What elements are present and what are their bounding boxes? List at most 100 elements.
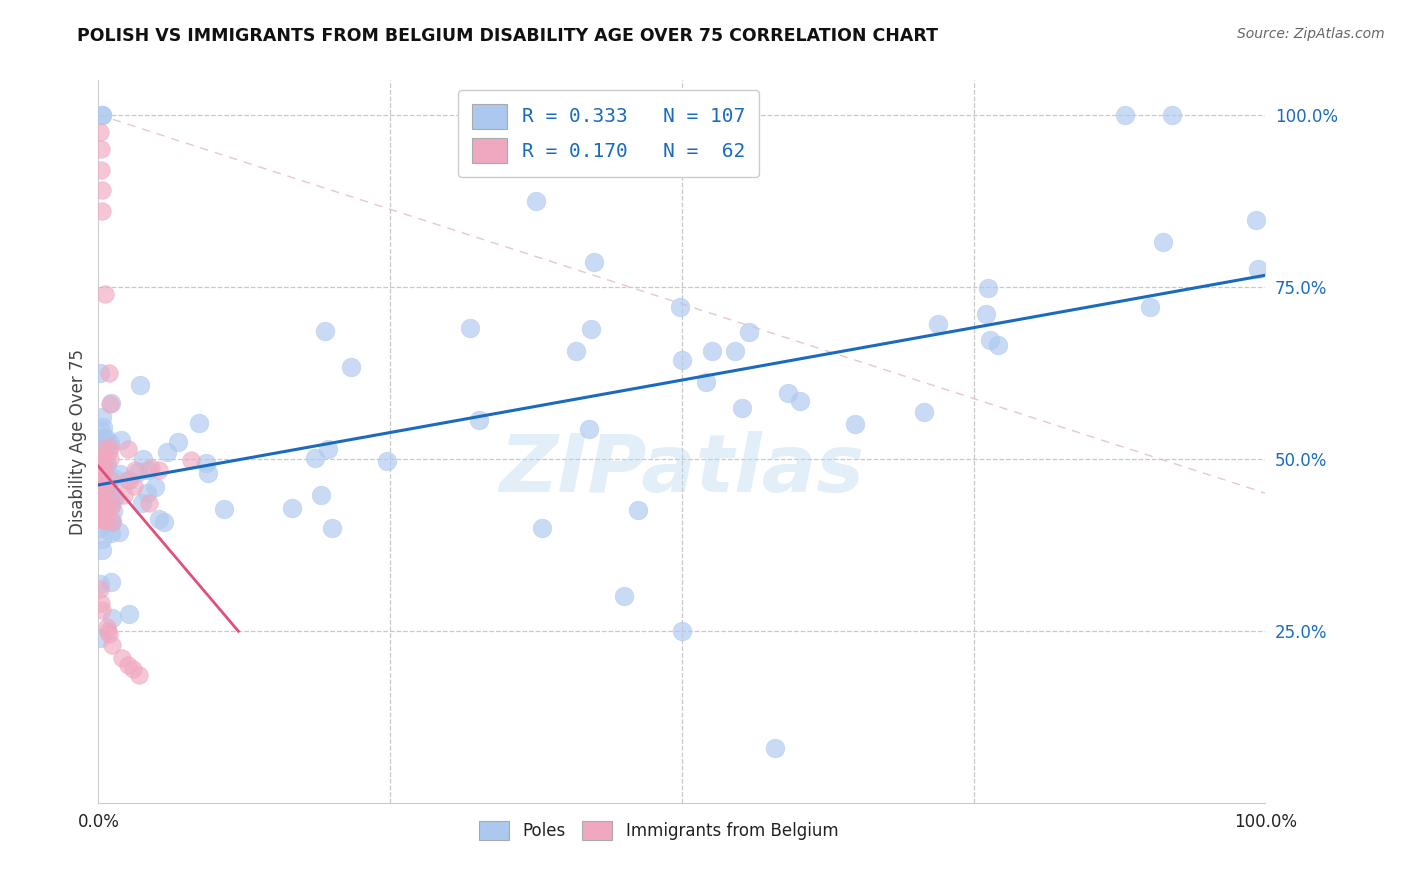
Point <box>1152 235 1174 249</box>
Point <box>91 505 114 519</box>
Point <box>458 321 481 335</box>
Point <box>141 460 163 475</box>
Point <box>778 386 800 401</box>
Point <box>89 484 111 499</box>
Point <box>110 433 132 447</box>
Point <box>97 627 120 641</box>
Point <box>135 485 157 500</box>
Point <box>731 401 754 415</box>
Point <box>98 435 121 450</box>
Point <box>96 458 118 473</box>
Point <box>97 443 120 458</box>
Point <box>671 353 693 368</box>
Point <box>789 393 811 408</box>
Text: ZIPatlas: ZIPatlas <box>499 432 865 509</box>
Point <box>100 575 122 590</box>
Point <box>91 506 114 520</box>
Point <box>94 431 117 445</box>
Point <box>131 496 153 510</box>
Point <box>89 497 111 511</box>
Point <box>90 494 112 508</box>
Point <box>844 417 866 431</box>
Point <box>309 488 332 502</box>
Point <box>987 338 1010 352</box>
Point <box>111 651 134 665</box>
Point <box>98 397 121 411</box>
Point <box>96 620 118 634</box>
Point <box>1247 262 1270 277</box>
Point <box>100 500 122 514</box>
Point <box>927 317 949 331</box>
Point <box>581 322 603 336</box>
Point <box>90 496 112 510</box>
Point <box>100 395 122 409</box>
Point <box>103 504 125 518</box>
Point <box>89 582 111 597</box>
Point <box>93 499 115 513</box>
Point <box>127 465 149 479</box>
Point <box>90 505 112 519</box>
Point <box>304 450 326 465</box>
Point <box>101 491 124 505</box>
Point <box>118 607 141 622</box>
Point <box>695 375 717 389</box>
Point <box>91 512 114 526</box>
Point <box>94 462 117 476</box>
Point <box>91 532 114 546</box>
Point <box>738 325 761 339</box>
Point <box>671 624 693 638</box>
Point <box>979 333 1001 347</box>
Point <box>89 496 111 510</box>
Point <box>148 463 170 477</box>
Point <box>89 496 111 510</box>
Point <box>524 194 547 208</box>
Point <box>128 668 150 682</box>
Point <box>117 442 139 456</box>
Point <box>316 442 339 456</box>
Point <box>89 577 111 591</box>
Text: POLISH VS IMMIGRANTS FROM BELGIUM DISABILITY AGE OVER 75 CORRELATION CHART: POLISH VS IMMIGRANTS FROM BELGIUM DISABI… <box>77 27 938 45</box>
Point <box>96 457 118 471</box>
Point <box>90 142 112 156</box>
Point <box>613 590 636 604</box>
Point <box>89 506 111 520</box>
Point <box>194 456 217 470</box>
Point <box>91 513 114 527</box>
Point <box>117 473 139 487</box>
Point <box>90 459 112 474</box>
Point <box>281 500 304 515</box>
Point <box>117 473 139 487</box>
Point <box>143 480 166 494</box>
Point <box>314 324 336 338</box>
Point <box>101 515 124 529</box>
Text: Source: ZipAtlas.com: Source: ZipAtlas.com <box>1237 27 1385 41</box>
Point <box>97 624 120 638</box>
Point <box>94 436 117 450</box>
Point <box>582 255 605 269</box>
Point <box>89 366 111 380</box>
Point <box>156 445 179 459</box>
Point <box>138 496 160 510</box>
Point <box>107 524 129 539</box>
Point <box>90 108 112 122</box>
Point <box>1139 301 1161 315</box>
Point <box>128 377 150 392</box>
Point <box>90 442 112 456</box>
Point <box>138 463 160 477</box>
Point <box>89 631 111 645</box>
Point <box>89 445 111 459</box>
Point <box>912 405 935 419</box>
Point <box>188 416 211 430</box>
Point <box>91 502 114 516</box>
Point <box>89 466 111 480</box>
Point <box>101 488 124 502</box>
Point <box>110 467 132 481</box>
Point <box>90 603 112 617</box>
Point <box>94 505 117 519</box>
Point <box>90 423 112 437</box>
Point <box>101 638 124 652</box>
Point <box>91 461 114 475</box>
Point <box>94 450 117 465</box>
Point <box>91 410 114 425</box>
Point <box>90 543 112 558</box>
